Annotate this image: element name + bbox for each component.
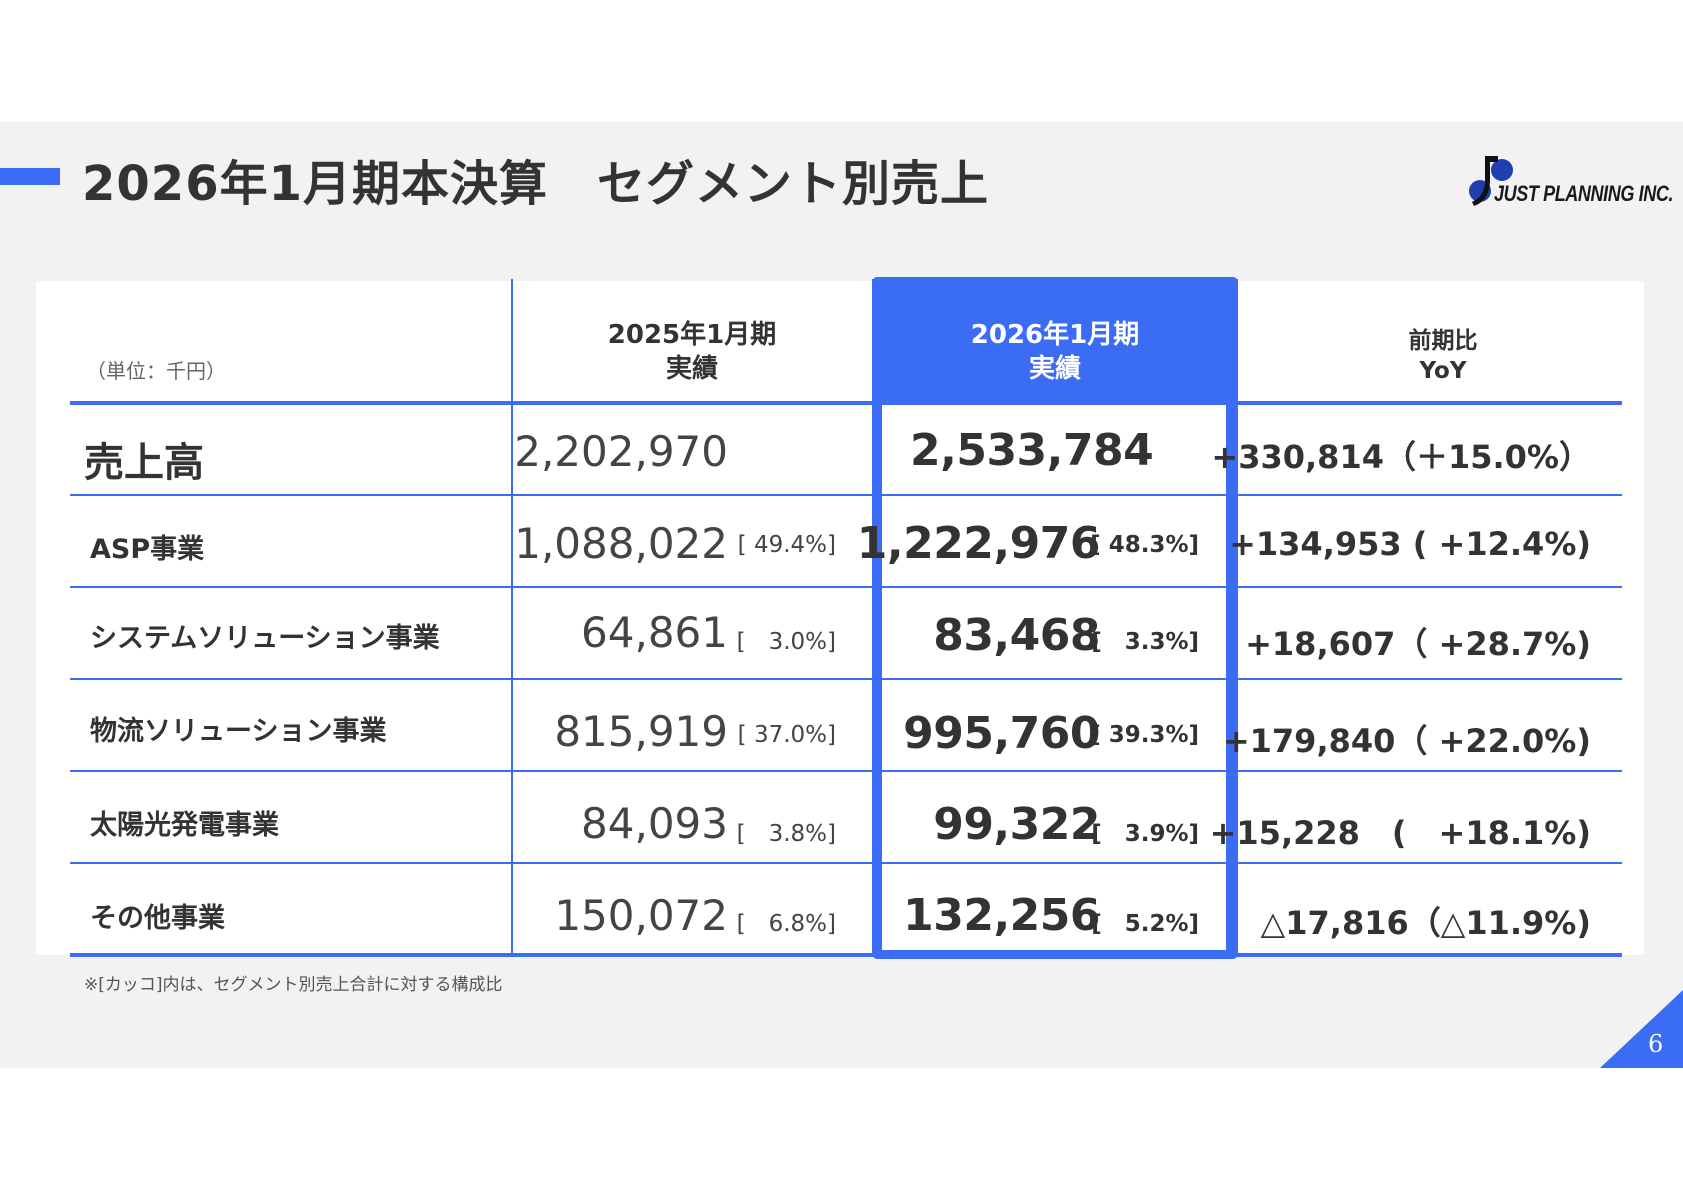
prev-value: 64,861 <box>581 608 728 657</box>
column-divider <box>511 279 513 956</box>
prev-share: [ 3.8%] <box>736 821 836 847</box>
curr-share: [ 39.3%] <box>1090 722 1199 748</box>
column-header-prev: 2025年1月期 実績 <box>512 318 872 386</box>
curr-share: [ 3.3%] <box>1091 629 1199 655</box>
curr-value: 2,533,784 <box>910 425 1154 476</box>
page-number: 6 <box>1648 1030 1664 1058</box>
prev-share: [ 6.8%] <box>736 911 836 937</box>
curr-value: 132,256 <box>903 890 1100 941</box>
unit-label: （単位：千円） <box>86 359 226 383</box>
yoy-value: +18,607（ +28.7%) <box>1245 625 1591 663</box>
header-divider <box>70 401 1622 405</box>
row-divider <box>70 770 1622 772</box>
column-header-curr: 2026年1月期 実績 <box>873 318 1237 386</box>
prev-value: 1,088,022 <box>514 519 728 568</box>
prev-value: 2,202,970 <box>514 427 728 476</box>
slide-background: 2026年1月期本決算 セグメント別売上 JUST PLANNING INC. <box>0 122 1683 1068</box>
column-divider <box>872 279 874 956</box>
column-header-prev-line2: 実績 <box>665 354 718 384</box>
curr-share: [ 3.9%] <box>1091 821 1199 847</box>
curr-share: [ 5.2%] <box>1091 911 1199 937</box>
prev-value: 150,072 <box>554 891 728 940</box>
yoy-value: +134,953 ( +12.4%) <box>1229 525 1591 563</box>
row-label: ASP事業 <box>90 534 205 565</box>
column-header-yoy-line1: 前期比 <box>1408 328 1478 354</box>
column-header-prev-line1: 2025年1月期 <box>607 320 777 350</box>
table-panel <box>36 281 1644 955</box>
column-header-curr-line1: 2026年1月期 <box>970 320 1140 350</box>
row-label: 物流ソリューション事業 <box>90 716 387 747</box>
row-divider <box>70 678 1622 680</box>
row-label: 売上高 <box>84 440 204 486</box>
yoy-value: △17,816（△11.9%) <box>1260 904 1591 942</box>
logo-mark-icon <box>1469 156 1513 206</box>
prev-value: 84,093 <box>581 799 728 848</box>
table-bottom-rule <box>70 953 1622 957</box>
column-divider <box>1236 279 1238 956</box>
company-logo: JUST PLANNING INC. <box>1468 150 1673 210</box>
prev-share: [ 37.0%] <box>737 722 836 748</box>
row-label: その他事業 <box>90 903 225 934</box>
logo-wordmark: JUST PLANNING INC. <box>1494 181 1674 206</box>
row-label: システムソリューション事業 <box>90 623 440 654</box>
curr-value: 1,222,976 <box>856 518 1101 569</box>
footnote: ※[カッコ]内は、セグメント別売上合計に対する構成比 <box>84 975 503 995</box>
row-divider <box>70 494 1622 496</box>
yoy-value: +179,840（ +22.0%) <box>1222 722 1591 760</box>
curr-value: 99,322 <box>933 799 1100 850</box>
curr-value: 83,468 <box>933 610 1100 661</box>
yoy-value: +15,228 ( +18.1%) <box>1209 814 1591 852</box>
title-accent-bar <box>0 168 60 185</box>
curr-share: [ 48.3%] <box>1090 532 1199 558</box>
row-divider <box>70 586 1622 588</box>
row-label: 太陽光発電事業 <box>90 810 279 841</box>
column-header-yoy-line2: YoY <box>1419 358 1467 384</box>
column-header-yoy: 前期比 YoY <box>1238 326 1648 386</box>
prev-share: [ 49.4%] <box>737 532 836 558</box>
prev-value: 815,919 <box>554 707 728 756</box>
page-title: 2026年1月期本決算 セグメント別売上 <box>82 156 989 212</box>
prev-share: [ 3.0%] <box>736 629 836 655</box>
page-corner-triangle <box>1600 990 1683 1068</box>
curr-value: 995,760 <box>903 708 1100 759</box>
yoy-value: +330,814（＋15.0%） <box>1211 438 1591 476</box>
column-header-curr-line2: 実績 <box>1028 354 1081 384</box>
row-divider <box>70 862 1622 864</box>
